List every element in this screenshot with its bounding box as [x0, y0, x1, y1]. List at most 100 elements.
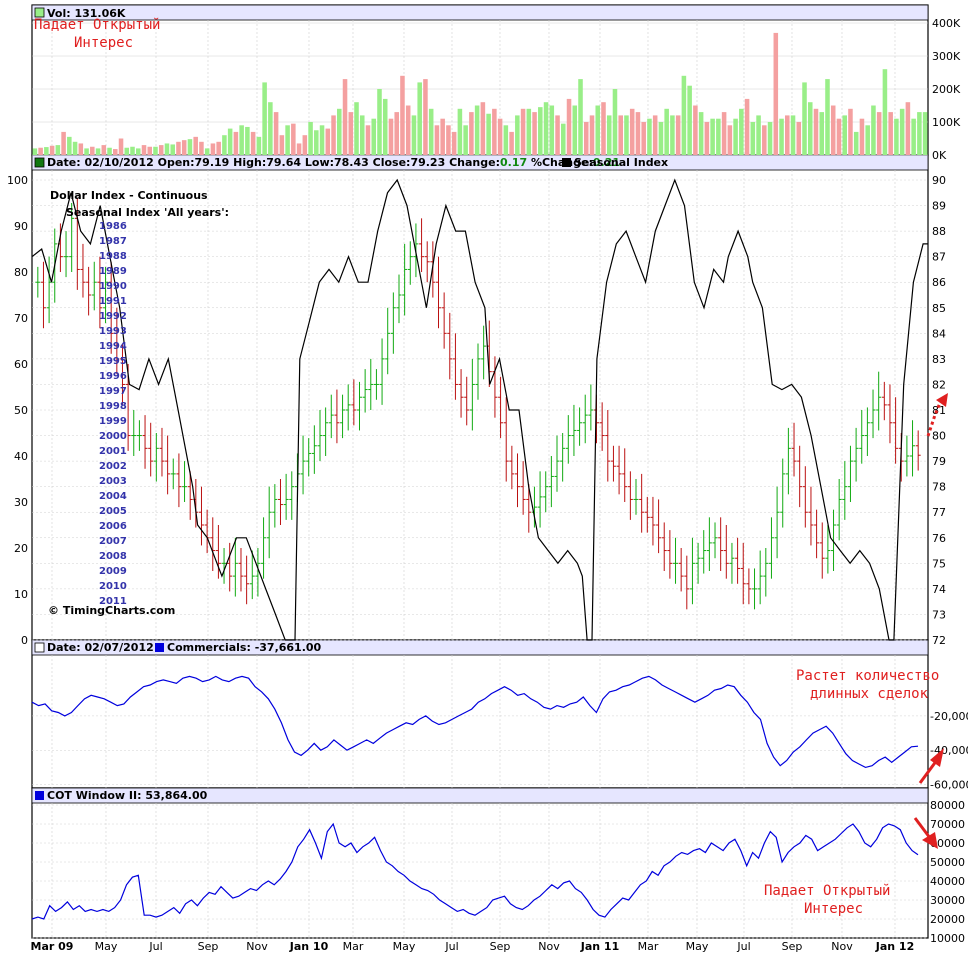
ohlc-bar: [447, 312, 453, 380]
season-year-label: 1987: [99, 236, 127, 247]
ohlc-bar: [396, 274, 402, 324]
volume-bar: [497, 118, 503, 155]
ohlc-bar: [588, 384, 594, 431]
price-y-tick-right: 77: [932, 506, 946, 519]
ohlc-bar: [695, 542, 701, 584]
ohlc-bar: [277, 479, 283, 525]
volume-bar: [216, 141, 221, 155]
ohlc-bar: [780, 458, 786, 528]
ohlc-bar: [424, 241, 430, 283]
volume-bar: [187, 139, 193, 155]
ohlc-bar: [876, 371, 882, 431]
volume-bar: [135, 148, 141, 155]
annotation-longs-rising-2: длинных сделок: [810, 686, 929, 702]
volume-bar: [515, 115, 520, 155]
copyright: © TimingCharts.com: [48, 604, 175, 617]
ohlc-bar: [571, 404, 577, 456]
volume-bar: [199, 141, 204, 155]
ohlc-bar: [712, 522, 718, 559]
ohlc-bar: [210, 517, 216, 571]
volume-bar: [222, 135, 227, 155]
ohlc-bar: [170, 458, 176, 490]
volume-bar: [492, 108, 497, 155]
volume-bar: [147, 146, 153, 155]
price-y-tick-right: 87: [932, 251, 946, 264]
volume-bar: [388, 118, 394, 155]
ohlc-bar: [498, 376, 504, 439]
ohlc-bar: [402, 243, 408, 316]
x-tick-label: May: [95, 940, 118, 953]
ohlc-bar: [323, 407, 329, 456]
ohlc-bar: [40, 261, 46, 329]
price-y-tick-left: 70: [14, 312, 28, 325]
price-y-tick-right: 90: [932, 174, 946, 187]
volume-bar: [434, 125, 440, 155]
season-year-label: 1996: [99, 371, 127, 382]
vol-y-tick: 0K: [932, 149, 947, 162]
seasonal-legend-swatch: [562, 158, 571, 167]
ohlc-bar: [86, 266, 92, 316]
ohlc-bar: [673, 537, 679, 584]
panel-comm: [31, 639, 929, 789]
volume-bar: [819, 112, 825, 155]
price-y-tick-right: 74: [932, 583, 946, 596]
volume-bar: [807, 102, 813, 155]
x-tick-label: Jan 12: [875, 940, 914, 953]
volume-bar: [566, 98, 572, 155]
ohlc-bar: [847, 445, 853, 502]
volume-bar: [532, 112, 537, 155]
season-year-label: 1989: [99, 266, 127, 277]
ohlc-bar: [306, 438, 312, 477]
volume-bar: [762, 125, 767, 155]
ohlc-bar: [520, 461, 526, 515]
volume-bar: [417, 82, 422, 155]
season-year-label: 1997: [99, 386, 127, 397]
ohlc-bar: [119, 343, 125, 405]
volume-bar: [44, 147, 49, 155]
volume-bar: [354, 102, 359, 155]
ohlc-bar: [419, 218, 425, 272]
annotation-longs-rising: Растет количество: [796, 668, 939, 684]
volume-bar: [84, 148, 89, 155]
volume-bar: [181, 140, 187, 155]
price-y-tick-right: 78: [932, 481, 946, 494]
ohlc-bar: [610, 445, 616, 482]
ohlc-bar: [802, 466, 808, 528]
ohlc-bar: [345, 384, 351, 431]
ohlc-bar: [136, 420, 142, 451]
ohlc-bar: [836, 479, 842, 541]
price-y-tick-left: 40: [14, 450, 28, 463]
ohlc-bar: [153, 433, 159, 482]
volume-bar: [865, 125, 870, 155]
volume-bar: [486, 113, 491, 155]
volume-bar: [859, 118, 865, 155]
volume-bar: [578, 79, 583, 155]
season-year-label: 2011: [99, 596, 127, 607]
x-tick-label: Mar: [638, 940, 659, 953]
ohlc-bar: [808, 486, 814, 546]
volume-bar: [779, 118, 784, 155]
volume-bar: [377, 89, 382, 155]
volume-bar: [130, 146, 135, 155]
ohlc-bar: [131, 410, 137, 456]
volume-bar: [428, 108, 434, 155]
vol-y-tick: 400K: [932, 17, 961, 30]
volume-bar: [796, 122, 802, 155]
volume-bar: [675, 115, 681, 155]
ohlc-bar: [97, 256, 103, 329]
x-tick-label: May: [393, 940, 416, 953]
price-y-tick-right: 72: [932, 634, 946, 647]
ohlc-bar: [187, 471, 193, 520]
season-year-label: 1998: [99, 401, 127, 412]
comm-up-arrow: [918, 759, 939, 784]
ohlc-bar: [763, 548, 769, 597]
volume-bar: [204, 148, 210, 155]
ohlc-bar: [785, 427, 791, 495]
ohlc-bar: [859, 410, 865, 464]
ohlc-bar: [481, 325, 487, 380]
ohlc-bar: [768, 517, 774, 579]
ohlc-bar: [232, 537, 238, 597]
ohlc-bar: [791, 422, 797, 477]
volume-bar: [670, 115, 675, 155]
volume-bar: [882, 69, 888, 155]
